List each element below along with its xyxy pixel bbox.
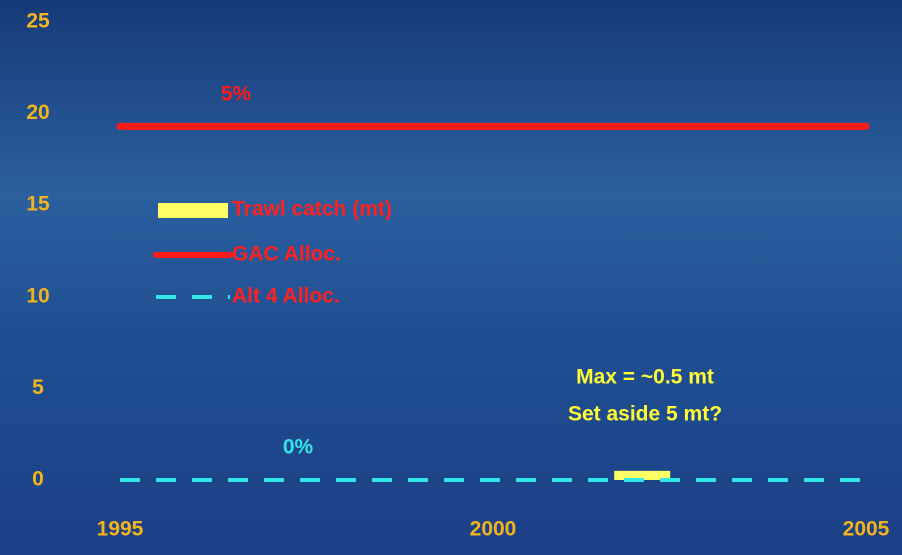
annotation: 5% xyxy=(221,83,252,106)
annotation: 0% xyxy=(283,436,314,459)
x-tick-label: 2005 xyxy=(843,518,890,541)
y-tick-label: 10 xyxy=(26,284,49,307)
legend-label: Trawl catch (mt) xyxy=(232,198,392,221)
bar xyxy=(614,470,671,480)
y-tick-label: 5 xyxy=(32,376,44,399)
legend-swatch xyxy=(158,203,228,218)
x-tick-label: 2000 xyxy=(470,518,517,541)
y-tick-label: 25 xyxy=(26,10,50,33)
y-tick-label: 20 xyxy=(26,101,49,124)
annotation: Set aside 5 mt? xyxy=(568,403,722,426)
legend-label: Alt 4 Alloc. xyxy=(232,285,340,308)
annotation: Max = ~0.5 mt xyxy=(576,366,714,389)
y-tick-label: 0 xyxy=(32,468,44,491)
x-tick-label: 1995 xyxy=(97,518,144,541)
y-tick-label: 15 xyxy=(26,193,50,216)
legend-label: GAC Alloc. xyxy=(232,243,341,266)
